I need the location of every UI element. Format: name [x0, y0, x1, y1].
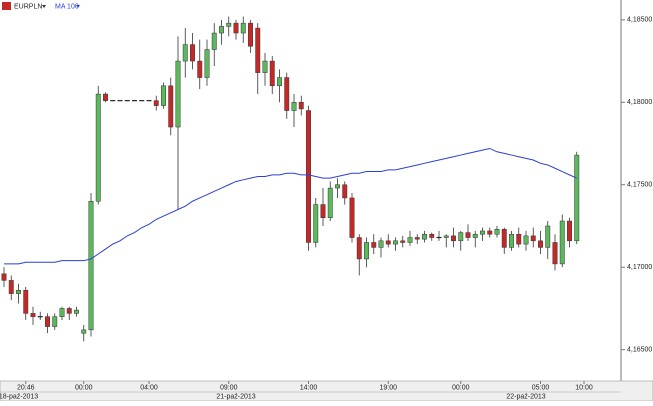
candle-body: [451, 235, 456, 242]
candle-body: [545, 225, 551, 248]
candle-body: [255, 27, 261, 73]
candle-body: [559, 220, 565, 265]
candle-body: [509, 233, 514, 248]
candle-body: [567, 220, 572, 242]
candle-body: [356, 237, 362, 260]
instrument-dropdown[interactable]: [42, 5, 46, 8]
candle-body: [494, 229, 500, 235]
candle-body: [480, 230, 485, 235]
date-label: 21-paź-2013: [216, 393, 255, 400]
x-axis-strip: [0, 380, 653, 402]
indicator-name[interactable]: MA 100: [55, 3, 79, 10]
y-tick-label: 4,16500: [627, 347, 652, 354]
candle-body: [233, 22, 239, 34]
candle-body: [95, 93, 101, 202]
candle-body: [190, 44, 195, 62]
candle-body: [226, 22, 232, 27]
candle-body: [1, 273, 7, 281]
candle-body: [385, 240, 391, 245]
x-tick-label: 00:00: [75, 384, 93, 391]
y-tick-label: 4,18500: [627, 17, 652, 24]
candle-body: [45, 316, 50, 327]
candle-body: [574, 154, 580, 242]
x-tick-label: 09:00: [220, 384, 238, 391]
x-tick-label: 04:00: [140, 384, 158, 391]
candle-body: [74, 309, 79, 314]
x-tick-label: 00:00: [452, 384, 470, 391]
instrument-name[interactable]: EURPLN: [14, 3, 42, 10]
candle-body: [277, 77, 282, 87]
candle-body: [52, 316, 58, 327]
x-tick-label: 05:00: [532, 384, 550, 391]
candle-body: [161, 85, 166, 106]
candle-body: [407, 237, 413, 243]
candle-body: [16, 290, 21, 294]
candle-body: [393, 240, 398, 245]
x-tick-label: 10:00: [575, 384, 593, 391]
candle-body: [81, 329, 87, 334]
x-tick-label: 19:00: [379, 384, 397, 391]
candle-body: [429, 233, 435, 238]
candle-body: [487, 230, 493, 235]
candle-body: [400, 240, 406, 243]
candle-body: [197, 60, 203, 78]
candle-body: [364, 242, 369, 260]
x-tick-label: 14:00: [300, 384, 318, 391]
candle-body: [465, 232, 471, 238]
y-tick-label: 4,17500: [627, 182, 652, 189]
candle-body: [523, 235, 529, 245]
candle-body: [262, 60, 268, 73]
candle-body: [552, 242, 558, 265]
y-tick-label: 4,18000: [627, 99, 652, 106]
indicator-dropdown[interactable]: [76, 5, 80, 8]
candle-body: [530, 235, 536, 242]
candle-body: [103, 93, 108, 101]
candle-body: [313, 204, 319, 243]
x-tick-label: 20:46: [17, 384, 35, 391]
candle-body: [458, 232, 464, 242]
candle-body: [59, 308, 65, 317]
candle-body: [8, 280, 14, 294]
candle-body: [538, 240, 543, 248]
candle-body: [175, 60, 181, 128]
candle-body: [240, 22, 246, 34]
candle-body: [153, 100, 159, 106]
ma-line: [4, 147, 577, 265]
candle-body: [378, 240, 384, 248]
candle-body: [204, 49, 210, 78]
date-label: 18-paź-2013: [0, 393, 38, 400]
candle-body: [335, 184, 340, 189]
candle-body: [414, 237, 420, 240]
candle-body: [371, 242, 377, 248]
date-label: 22-paź-2013: [506, 393, 545, 400]
instrument-icon[interactable]: [2, 2, 11, 10]
y-tick-label: 4,17000: [627, 264, 652, 271]
candle-body: [422, 233, 427, 240]
candle-body: [349, 197, 355, 238]
candle-body: [30, 313, 36, 317]
candle-body: [298, 102, 304, 110]
candle-body: [342, 184, 348, 199]
candle-body: [219, 26, 224, 34]
candle-body: [248, 22, 253, 47]
candle-body: [516, 233, 522, 245]
candle-body: [284, 77, 290, 111]
candle-body: [168, 85, 174, 128]
candle-body: [320, 204, 326, 218]
candle-body: [269, 60, 275, 87]
candle-body: [66, 308, 72, 314]
candle-body: [443, 235, 449, 238]
candle-body: [182, 44, 188, 62]
candle-body: [501, 229, 507, 248]
candle-body: [327, 187, 333, 218]
candle-body: [88, 200, 94, 331]
candle-body: [306, 110, 311, 243]
candle-body: [23, 290, 29, 314]
candle-body: [211, 32, 217, 50]
candle-body: [291, 102, 297, 111]
candle-body: [472, 233, 478, 238]
